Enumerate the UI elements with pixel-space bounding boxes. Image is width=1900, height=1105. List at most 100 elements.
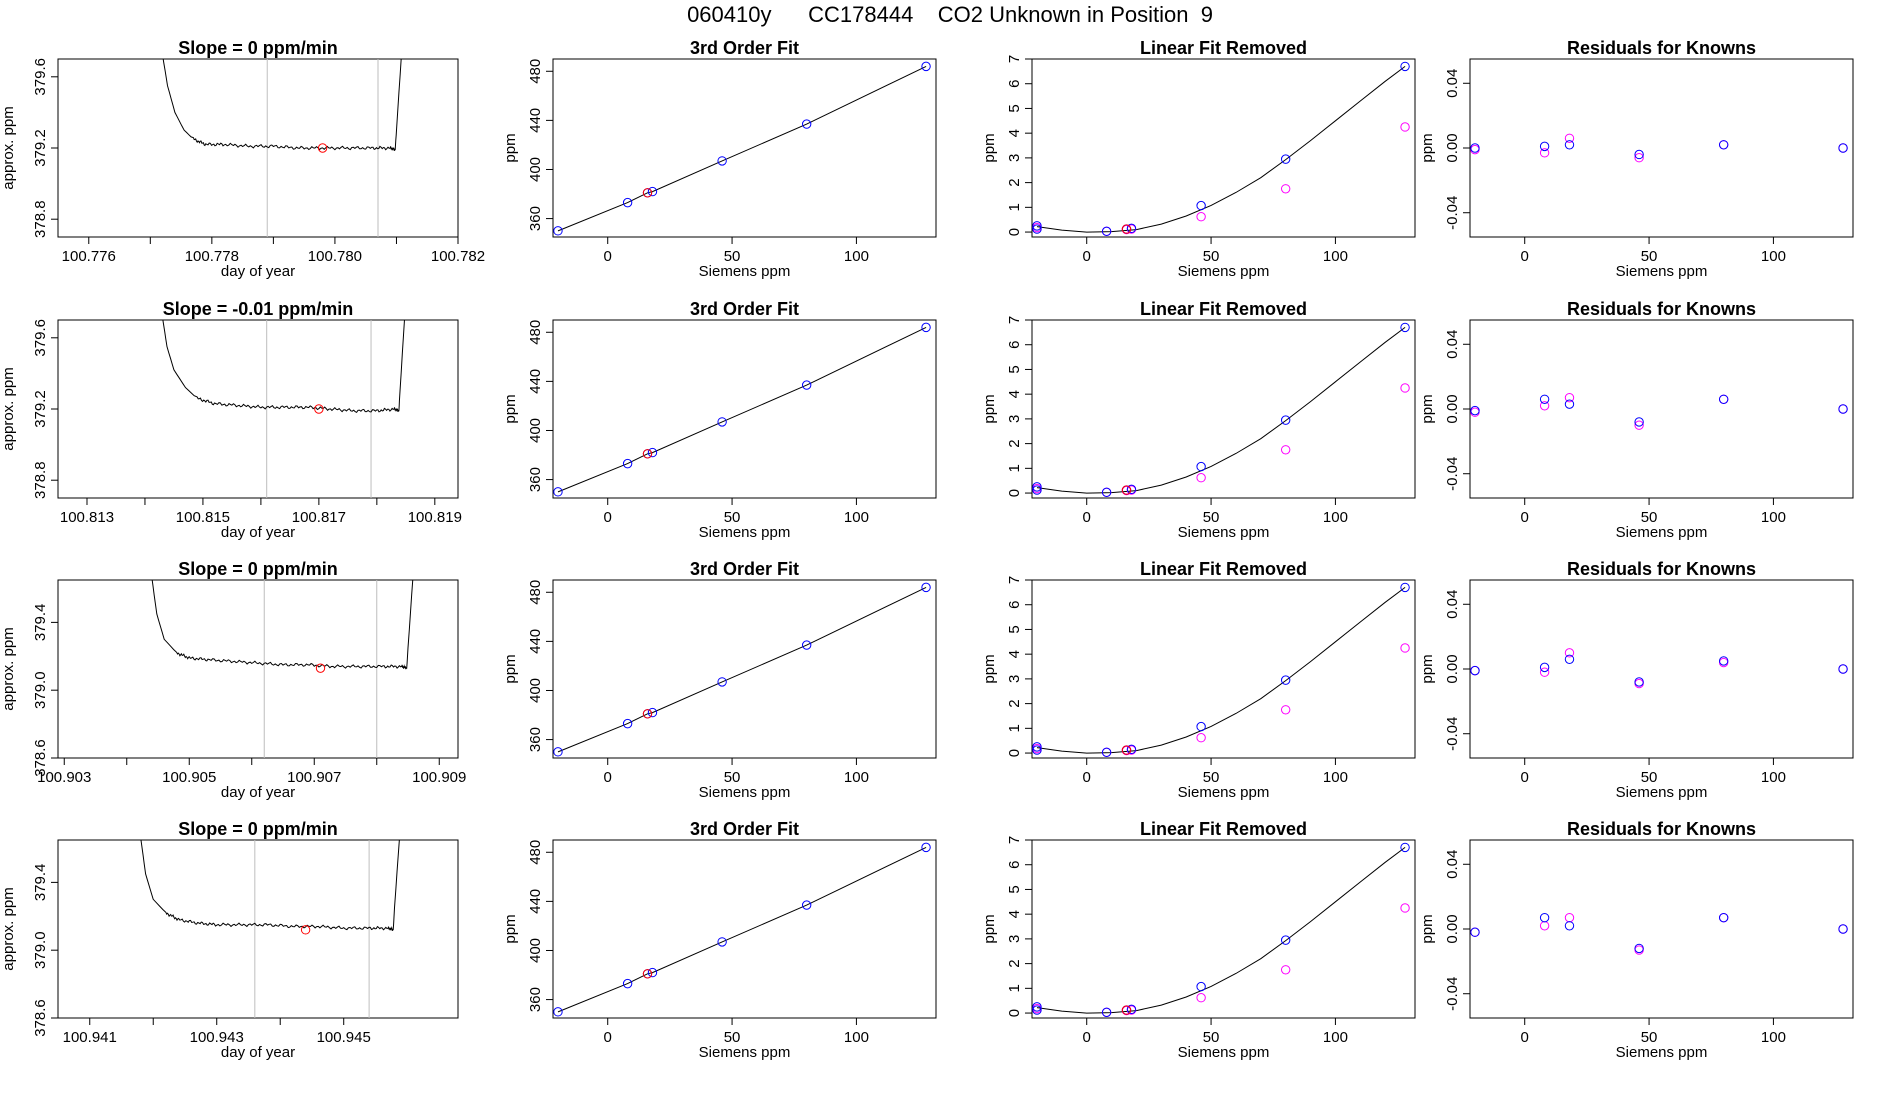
removed-fit-point bbox=[1126, 485, 1137, 495]
x-tick-label: 100.778 bbox=[185, 248, 239, 265]
y-tick-label: 0.00 bbox=[1444, 133, 1461, 162]
plot-area bbox=[553, 322, 931, 497]
y-tick-label: 2 bbox=[1006, 699, 1023, 707]
removed-fit-point bbox=[1126, 1005, 1137, 1015]
y-tick-label: 440 bbox=[527, 108, 544, 133]
panel-3rd-order-fit-row-4: 3rd Order Fit 0 50 100 360 400 440 480 Siemens p… bbox=[502, 819, 937, 1061]
panel-title: Linear Fit Removed bbox=[1140, 819, 1307, 839]
y-tick-label: 378.6 bbox=[32, 999, 49, 1037]
residual-point bbox=[1838, 143, 1848, 153]
residual-point bbox=[1564, 654, 1575, 664]
panel-title: 3rd Order Fit bbox=[690, 299, 799, 319]
x-tick-label: 100.819 bbox=[408, 509, 462, 526]
y-tick-label: 400 bbox=[527, 938, 544, 963]
known-standard-point bbox=[801, 380, 812, 390]
unknown-point bbox=[1121, 1005, 1132, 1015]
panel-title: Residuals for Knowns bbox=[1567, 299, 1756, 319]
y-tick-label: 2 bbox=[1006, 959, 1023, 967]
y-tick-label: 480 bbox=[527, 580, 544, 605]
removed-fit-point bbox=[1280, 705, 1291, 715]
plot-frame bbox=[1469, 58, 1854, 238]
panel-linear-fit-removed-row-1: Linear Fit Removed 0 50 100 0 1 2 3 4 5 6 7 Siemens … bbox=[981, 38, 1416, 280]
unknown-point bbox=[642, 969, 653, 979]
plot-area bbox=[162, 59, 402, 237]
residual-point bbox=[1539, 394, 1550, 404]
y-tick-label: 7 bbox=[1006, 55, 1023, 63]
panel-residuals-row-1: Residuals for Knowns 0 50 100 -0.04 0.00 0.04 S… bbox=[1419, 38, 1854, 280]
y-tick-label: 0 bbox=[1006, 749, 1023, 757]
panel-3rd-order-fit-row-2: 3rd Order Fit 0 50 100 360 400 440 480 Siemens p… bbox=[502, 299, 937, 541]
fit-curve bbox=[557, 586, 927, 753]
y-axis-label: ppm bbox=[981, 654, 998, 683]
x-axis-label: day of year bbox=[221, 784, 295, 801]
plot-frame bbox=[1031, 579, 1416, 759]
concentration-trace bbox=[162, 59, 402, 152]
y-tick-label: 0.04 bbox=[1444, 850, 1461, 879]
plot-frame bbox=[552, 839, 937, 1019]
y-tick-label: 3 bbox=[1006, 675, 1023, 683]
y-tick-label: 5 bbox=[1006, 365, 1023, 373]
x-tick-label: 100 bbox=[844, 248, 869, 265]
y-tick-label: 379.4 bbox=[32, 604, 49, 642]
panel-title: Slope = 0 ppm/min bbox=[178, 38, 338, 58]
known-standard-point bbox=[647, 186, 658, 197]
known-standard-point bbox=[921, 582, 931, 593]
x-tick-label: 100.907 bbox=[287, 769, 341, 786]
known-standard-point bbox=[647, 707, 658, 718]
x-tick-label: 100 bbox=[1323, 1029, 1348, 1046]
x-axis-label: Siemens ppm bbox=[1616, 263, 1708, 280]
y-tick-label: 5 bbox=[1006, 885, 1023, 893]
plot-frame bbox=[57, 58, 459, 238]
known-standard-point bbox=[801, 900, 812, 910]
y-axis-label: ppm bbox=[1419, 654, 1436, 683]
plot-frame bbox=[1469, 319, 1854, 499]
known-standard-point bbox=[1280, 935, 1291, 945]
known-standard-point bbox=[622, 718, 633, 729]
residual-point bbox=[1838, 664, 1848, 674]
y-tick-label: 1 bbox=[1006, 203, 1023, 211]
plot-frame bbox=[1469, 839, 1854, 1019]
y-tick-label: 360 bbox=[527, 206, 544, 231]
y-tick-label: 379.4 bbox=[32, 864, 49, 902]
y-tick-label: 360 bbox=[527, 727, 544, 752]
unknown-point bbox=[642, 188, 653, 198]
plot-area bbox=[1032, 322, 1410, 498]
fit-curve bbox=[557, 326, 927, 493]
plot-frame bbox=[552, 58, 937, 238]
unknown-point bbox=[1121, 745, 1132, 755]
fit-residual-curve bbox=[1036, 326, 1406, 494]
residual-point-alt bbox=[1539, 667, 1550, 677]
y-tick-label: 7 bbox=[1006, 316, 1023, 324]
y-axis-label: ppm bbox=[981, 133, 998, 162]
y-tick-label: -0.04 bbox=[1444, 457, 1461, 491]
y-tick-label: 379.6 bbox=[32, 319, 49, 357]
unknown-point bbox=[1121, 224, 1132, 234]
fit-residual-curve bbox=[1036, 846, 1406, 1014]
y-tick-label: 480 bbox=[527, 59, 544, 84]
known-standard-point bbox=[1196, 461, 1206, 472]
x-axis-label: Siemens ppm bbox=[1178, 524, 1270, 541]
residual-point bbox=[1539, 912, 1550, 923]
y-tick-label: 0.04 bbox=[1444, 69, 1461, 98]
concentration-trace bbox=[162, 320, 405, 414]
known-standard-point bbox=[921, 61, 931, 72]
panel-title: Slope = 0 ppm/min bbox=[178, 559, 338, 579]
plot-frame bbox=[57, 319, 459, 499]
known-standard-point bbox=[1101, 226, 1112, 237]
y-tick-label: -0.04 bbox=[1444, 717, 1461, 751]
x-tick-label: 100 bbox=[1323, 769, 1348, 786]
x-axis-label: day of year bbox=[221, 1044, 295, 1061]
x-axis-label: day of year bbox=[221, 524, 295, 541]
y-tick-label: 0 bbox=[1006, 1009, 1023, 1017]
known-standard-point bbox=[1400, 842, 1410, 853]
plot-frame bbox=[57, 579, 459, 759]
x-tick-label: 0 bbox=[1521, 769, 1529, 786]
y-tick-label: 6 bbox=[1006, 341, 1023, 349]
known-standard-point bbox=[1101, 747, 1112, 758]
y-axis-label: approx. ppm bbox=[0, 106, 17, 189]
y-axis-label: approx. ppm bbox=[0, 367, 17, 450]
residual-point bbox=[1718, 656, 1729, 666]
x-tick-label: 50 bbox=[1641, 1029, 1658, 1046]
fit-curve bbox=[557, 65, 927, 232]
